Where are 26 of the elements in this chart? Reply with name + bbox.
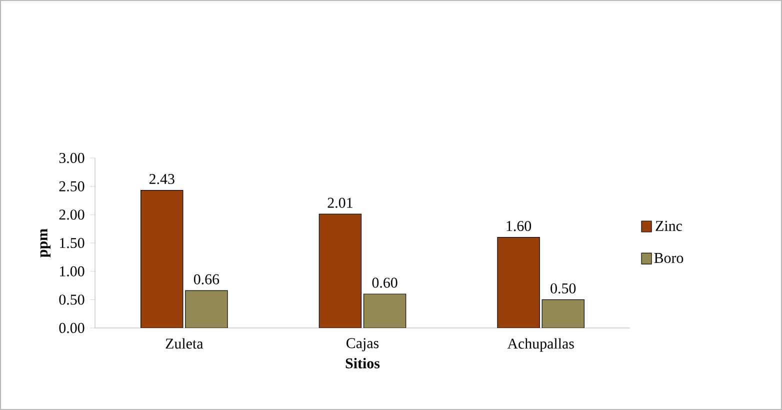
y-axis-title: ppm (40, 228, 51, 258)
data-label: 1.60 (506, 220, 532, 232)
legend-label: Zinc (656, 220, 682, 231)
y-tick-label: 0.00 (59, 322, 84, 334)
bar (542, 299, 584, 328)
data-label: 2.43 (149, 174, 174, 184)
y-tick-label: 1.50 (60, 238, 84, 248)
bar (318, 214, 362, 328)
bar (140, 190, 184, 328)
data-label: 0.60 (372, 278, 398, 288)
data-label: 2.01 (328, 198, 352, 208)
x-axis-title: Sitios (346, 358, 380, 368)
y-tick-label: 1.00 (60, 266, 84, 276)
data-label: 0.50 (550, 283, 576, 294)
legend-label: Boro (654, 253, 684, 263)
y-tick-label: 2.50 (59, 181, 84, 192)
bar (185, 290, 228, 328)
data-label: 0.66 (194, 274, 220, 284)
y-tick-label: 0.50 (59, 294, 84, 305)
x-tick-label: Cajas (346, 338, 379, 352)
y-tick-label: 3.00 (59, 152, 84, 164)
x-tick-label: Zuleta (166, 338, 204, 349)
bar (363, 294, 406, 328)
bar (497, 237, 540, 328)
x-tick-label: Achupallas (507, 338, 574, 352)
y-tick-label: 2.00 (59, 210, 84, 220)
